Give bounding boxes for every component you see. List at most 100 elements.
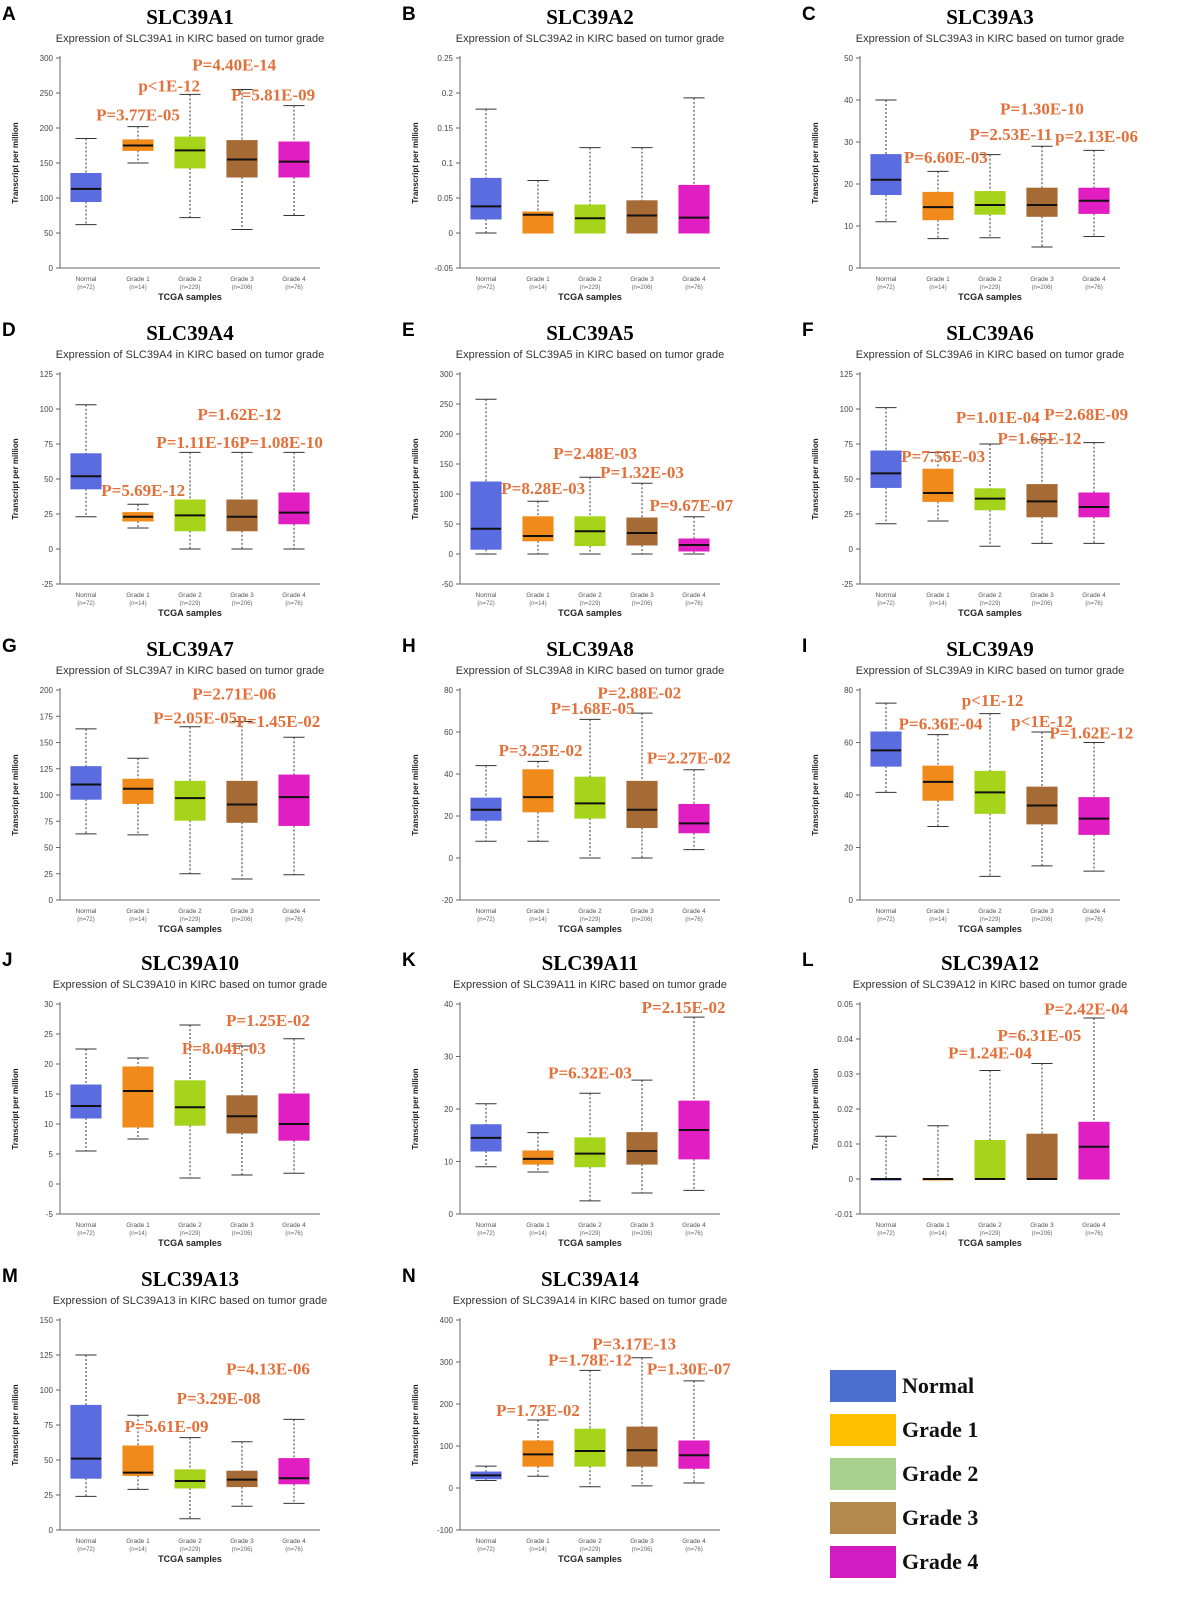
chart-subtitle: Expression of SLC39A1 in KIRC based on t… (56, 33, 324, 45)
x-tick-label: Normal (476, 276, 498, 283)
x-axis-label: TCGA samples (158, 608, 222, 618)
box-3 (226, 89, 258, 230)
x-tick-label: Grade 2 (578, 908, 602, 915)
y-tick-label: 40 (844, 791, 853, 800)
box-0 (70, 1354, 102, 1497)
chart-panel-l: L SLC39A12 Expression of SLC39A12 in KIRC … (802, 950, 1129, 1248)
x-tick-n: (n=206) (1032, 917, 1053, 923)
box-0 (470, 108, 502, 234)
x-tick-n: (n=206) (232, 1547, 253, 1553)
box-iqr (470, 481, 502, 550)
x-tick-label: Normal (76, 908, 98, 915)
y-tick-label: 20 (444, 812, 453, 821)
box-3 (626, 1079, 658, 1194)
y-tick-label: 0.15 (437, 124, 453, 133)
pvalue-label: P=3.29E-08 (177, 1389, 261, 1408)
y-tick-label: 200 (440, 1400, 454, 1409)
x-tick-label: Grade 1 (126, 908, 150, 915)
y-tick-label: 100 (40, 791, 54, 800)
box-iqr (870, 731, 902, 767)
legend-item: Grade 3 (830, 1502, 1190, 1538)
x-tick-n: (n=72) (77, 1231, 95, 1237)
x-tick-label: Grade 2 (578, 1538, 602, 1545)
legend-swatch (830, 1546, 896, 1578)
x-tick-n: (n=206) (632, 1231, 653, 1237)
pvalue-label: P=3.77E-05 (96, 105, 180, 124)
pvalue-label: P=1.24E-04 (948, 1043, 1032, 1062)
y-tick-label: 0 (849, 264, 854, 273)
y-tick-label: -25 (41, 580, 53, 589)
pvalue-label: P=5.81E-09 (231, 86, 315, 105)
box-iqr (278, 1093, 310, 1141)
pvalue-label: p<1E-12 (1011, 712, 1073, 731)
x-tick-label: Grade 1 (926, 276, 950, 283)
box-3 (226, 721, 258, 880)
panel-letter: J (2, 950, 13, 971)
pvalue-label: P=3.25E-02 (499, 741, 583, 760)
x-tick-label: Grade 4 (282, 1222, 306, 1229)
y-tick-label: 100 (40, 1386, 54, 1395)
box-2 (574, 1092, 606, 1202)
box-1 (522, 180, 554, 234)
box-4 (278, 736, 310, 876)
panel-letter: K (402, 950, 416, 971)
chart-subtitle: Expression of SLC39A6 in KIRC based on t… (856, 349, 1124, 361)
box-2 (974, 713, 1006, 877)
chart-panel-f: F SLC39A6 Expression of SLC39A6 in KIRC ba… (802, 320, 1128, 618)
y-tick-label: 40 (444, 1000, 453, 1009)
x-tick-n: (n=76) (1085, 601, 1103, 607)
box-iqr (70, 1084, 102, 1119)
x-axis-label: TCGA samples (958, 924, 1022, 934)
y-tick-label: 0 (849, 545, 854, 554)
y-tick-label: 50 (844, 475, 853, 484)
y-tick-label: 0 (449, 229, 454, 238)
box-iqr (522, 769, 554, 813)
x-tick-n: (n=76) (285, 285, 303, 291)
box-4 (678, 97, 710, 234)
y-tick-label: 20 (844, 180, 853, 189)
box-2 (974, 154, 1006, 239)
y-axis-label: Transcript per million (811, 438, 820, 519)
box-iqr (1078, 492, 1110, 518)
y-tick-label: 300 (40, 54, 54, 63)
box-1 (522, 1132, 554, 1173)
chart-subtitle: Expression of SLC39A4 in KIRC based on t… (56, 349, 324, 361)
box-iqr (70, 173, 102, 202)
box-4 (678, 516, 710, 555)
box-iqr (870, 154, 902, 196)
x-tick-label: Normal (476, 908, 498, 915)
x-tick-n: (n=206) (1032, 285, 1053, 291)
x-tick-label: Grade 1 (526, 592, 550, 599)
box-1 (522, 760, 554, 842)
x-tick-label: Grade 2 (178, 1222, 202, 1229)
x-tick-n: (n=206) (632, 285, 653, 291)
x-tick-label: Grade 3 (230, 592, 254, 599)
box-1 (922, 734, 954, 827)
y-tick-label: 40 (444, 770, 453, 779)
box-2 (174, 451, 206, 550)
x-tick-n: (n=229) (180, 917, 201, 923)
y-tick-label: 125 (40, 1351, 54, 1360)
box-iqr (574, 1428, 606, 1467)
pvalue-label: P=1.65E-12 (997, 429, 1081, 448)
y-tick-label: 50 (44, 844, 53, 853)
legend-label: Grade 4 (902, 1549, 979, 1574)
box-4 (278, 1038, 310, 1174)
x-tick-label: Grade 4 (682, 908, 706, 915)
box-iqr (122, 778, 154, 804)
pvalue-label: P=1.08E-10 (239, 433, 323, 452)
pvalue-label: P=1.68E-05 (551, 699, 635, 718)
box-3 (626, 712, 658, 859)
y-tick-label: 400 (440, 1316, 454, 1325)
x-tick-n: (n=72) (477, 1547, 495, 1553)
chart-panel-k: K SLC39A11 Expression of SLC39A11 in KIRC … (402, 950, 727, 1248)
legend-swatch (830, 1370, 896, 1402)
box-0 (70, 1048, 102, 1152)
box-1 (122, 757, 154, 836)
x-tick-n: (n=14) (529, 917, 547, 923)
box-1 (922, 451, 954, 522)
y-axis-label: Transcript per million (11, 1068, 20, 1149)
box-3 (626, 147, 658, 234)
pvalue-label: P=1.78E-12 (548, 1350, 632, 1369)
x-tick-label: Grade 1 (126, 1538, 150, 1545)
